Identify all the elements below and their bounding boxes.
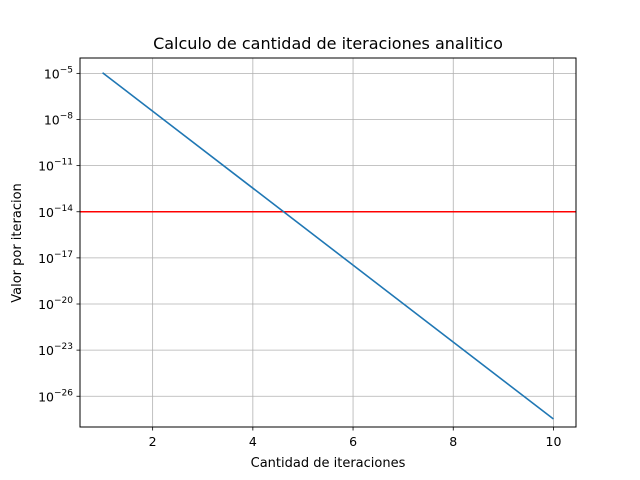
y-tick-label: 10−8 (44, 112, 73, 128)
y-tick-label-exponent: −17 (54, 250, 73, 260)
x-tick-label: 2 (149, 434, 157, 449)
y-tick-label-base: 10 (38, 251, 54, 266)
y-tick-label: 10−5 (44, 65, 73, 81)
y-tick-label-exponent: −23 (54, 342, 73, 352)
plot-area-frame (79, 57, 577, 428)
y-tick-label: 10−26 (38, 388, 73, 404)
x-tick-label: 10 (546, 434, 562, 449)
x-tick-label: 4 (249, 434, 257, 449)
y-tick-label-exponent: −26 (54, 388, 73, 398)
y-tick-label-exponent: −11 (54, 158, 73, 168)
x-axis-title: Cantidad de iteraciones (251, 456, 406, 471)
y-tick-label-base: 10 (38, 159, 54, 174)
y-tick-label: 10−20 (38, 296, 73, 312)
x-axis-ticks: 2 4 6 8 10 (149, 427, 562, 449)
y-axis-title: Valor por iteracion (10, 183, 25, 303)
y-tick-label-base: 10 (38, 205, 54, 220)
y-tick-label-exponent: −20 (54, 296, 73, 306)
y-tick-label-base: 10 (38, 297, 54, 312)
y-tick-label-base: 10 (44, 113, 60, 128)
chart-title: Calculo de cantidad de iteraciones anali… (153, 34, 503, 53)
y-tick-label-exponent: −5 (60, 65, 73, 75)
y-gridlines (80, 72, 576, 397)
x-tick-label: 6 (349, 434, 357, 449)
y-tick-label-base: 10 (38, 343, 54, 358)
series-line (102, 72, 554, 420)
y-tick-label: 10−17 (38, 250, 73, 266)
data-series (102, 72, 554, 420)
y-tick-label: 10−11 (38, 158, 73, 174)
y-tick-label: 10−23 (38, 342, 73, 358)
y-tick-label-base: 10 (44, 66, 60, 81)
x-tick-label: 8 (449, 434, 457, 449)
y-tick-label: 10−14 (38, 204, 73, 220)
y-tick-label-exponent: −8 (60, 112, 74, 122)
y-tick-label-exponent: −14 (54, 204, 73, 214)
y-tick-label-base: 10 (38, 389, 54, 404)
